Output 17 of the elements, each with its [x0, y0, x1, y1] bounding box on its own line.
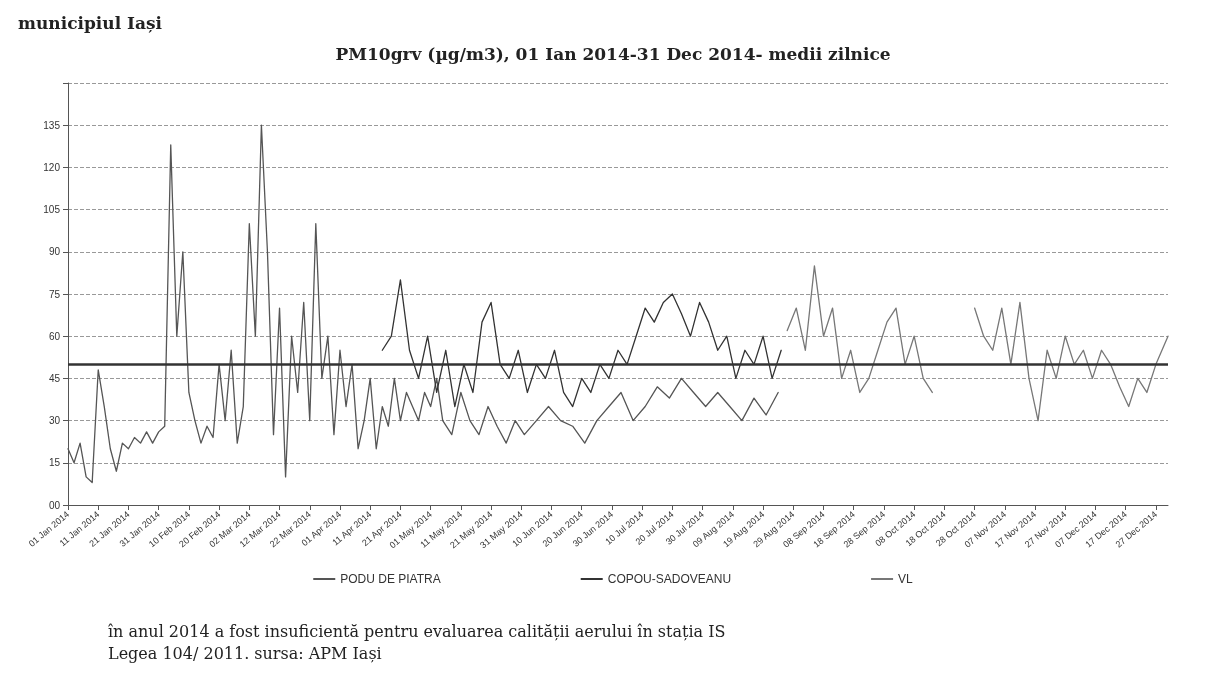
text: în anul 2014 a fost insuficientă pentru evaluarea calității aerului în stația IS [108, 621, 726, 641]
y-tick-label: 75 [48, 288, 61, 300]
text: Legea 104/ 2011. sursa: APM Iași [108, 643, 382, 663]
y-tick-label: 45 [48, 372, 61, 384]
y-tick-label: 120 [43, 161, 61, 173]
legend-label: PODU DE PIATRA [340, 572, 441, 586]
y-tick-label: 135 [43, 119, 61, 131]
y-tick-label: 105 [43, 204, 61, 216]
y-tick-label: 90 [48, 246, 61, 258]
y-tick-label: 60 [48, 330, 61, 342]
chart-title: PM10grv (µg/m3), 01 Ian 2014-31 Dec 2014- medii zilnice [335, 43, 891, 64]
y-tick-label: 30 [48, 415, 61, 427]
text: municipiul Iași [18, 12, 163, 33]
legend-label: COPOU-SADOVEANU [607, 572, 732, 586]
y-tick-label: 00 [48, 499, 61, 511]
y-tick-label: 15 [48, 457, 61, 469]
legend-label: VL [898, 572, 914, 586]
